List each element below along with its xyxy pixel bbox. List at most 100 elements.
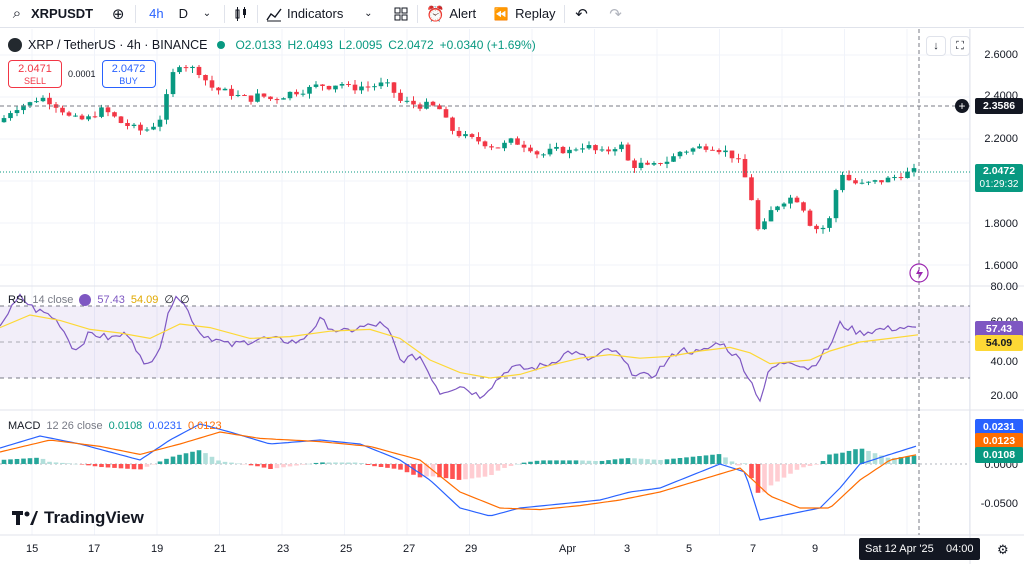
legend-close: C2.0472 <box>388 38 434 52</box>
chart-type-button[interactable] <box>225 0 257 28</box>
legend-change: +0.0340 (+1.69%) <box>439 38 536 52</box>
macd-histogram-bar <box>209 456 215 464</box>
candle-body <box>274 99 280 101</box>
chevron-down-icon[interactable]: ⌄ <box>202 8 212 19</box>
candle-body <box>398 92 403 101</box>
rewind-icon: ⏪ <box>493 6 509 21</box>
rsi-tick: 40.00 <box>990 356 1018 368</box>
candle-body <box>151 126 156 130</box>
macd-histogram-bar <box>261 464 267 468</box>
candle-body <box>606 149 611 152</box>
sell-button[interactable]: 2.0471 SELL <box>8 60 62 88</box>
candle-body <box>320 84 325 86</box>
macd-histogram-bar <box>222 461 228 464</box>
lightning-icon[interactable] <box>909 263 929 283</box>
macd-histogram-bar <box>671 458 676 464</box>
price-tick: 2.2000 <box>984 133 1018 145</box>
candle-body <box>853 180 858 184</box>
macd-histogram-bar <box>521 462 527 464</box>
compare-button[interactable]: ⊕ <box>101 0 135 28</box>
macd-histogram-bar <box>879 455 884 464</box>
macd-histogram-bar <box>183 453 189 464</box>
macd-histogram-bar <box>79 464 85 465</box>
macd-histogram-bar <box>651 459 657 464</box>
legend-title[interactable]: XRP / TetherUS · 4h · BINANCE <box>28 38 208 52</box>
macd-histogram-bar <box>99 464 104 468</box>
candle-body <box>157 119 163 127</box>
price-tick: 2.6000 <box>984 49 1018 61</box>
candle-body <box>424 101 429 109</box>
sell-label: SELL <box>23 76 47 86</box>
rsi-label[interactable]: RSI <box>8 293 27 306</box>
macd-histogram-bar <box>268 464 273 469</box>
macd-histogram-bar <box>73 463 78 465</box>
chart-canvas[interactable] <box>0 29 1024 564</box>
candle-body <box>684 151 689 153</box>
candle-body <box>411 100 416 105</box>
macd-histogram-bar <box>294 464 299 466</box>
candle-body <box>339 84 345 86</box>
replay-label: Replay <box>515 6 556 21</box>
candle-body <box>268 96 273 100</box>
candle-body <box>619 144 624 150</box>
symbol-search[interactable]: ⌕ XRPUSDT <box>0 0 101 28</box>
macd-histogram-bar <box>339 462 345 464</box>
candle-body <box>716 149 722 153</box>
macd-label[interactable]: MACD <box>8 420 41 432</box>
candle-body <box>677 151 683 157</box>
macd-histogram-bar <box>833 453 839 464</box>
gear-icon[interactable]: ⚙ <box>997 542 1009 557</box>
candle-body <box>911 168 917 172</box>
macd-histogram-bar <box>40 458 46 464</box>
macd-line-tag: 0.0231 <box>975 419 1023 435</box>
templates-button[interactable] <box>385 0 417 28</box>
redo-button[interactable]: ↷ <box>599 0 633 28</box>
candle-body <box>645 162 650 165</box>
symbol-name: XRPUSDT <box>31 6 94 21</box>
scroll-to-latest-button[interactable]: ↓ <box>926 36 946 56</box>
time-tick: 19 <box>151 543 164 555</box>
undo-button[interactable]: ↶ <box>565 0 599 28</box>
rsi-tick: 80.00 <box>990 281 1018 293</box>
alert-button[interactable]: ⏰ Alert <box>418 0 484 28</box>
candle-body <box>736 158 741 160</box>
candle-body <box>515 138 520 145</box>
tradingview-logo[interactable]: TradingView <box>12 508 144 528</box>
candle-body <box>703 146 709 150</box>
add-alert-plus-icon[interactable]: + <box>955 99 969 113</box>
macd-histogram-bar <box>307 463 312 465</box>
candle-body <box>170 72 176 95</box>
candle-body <box>554 146 559 149</box>
macd-histogram-bar <box>203 453 208 464</box>
candle-body <box>781 203 787 207</box>
macd-histogram-bar <box>625 458 631 464</box>
candle-body <box>385 82 390 84</box>
candle-body <box>502 142 507 149</box>
interval-d-button[interactable]: D <box>178 6 188 21</box>
indicators-button[interactable]: Indicators <box>258 0 351 28</box>
macd-histogram-bar <box>346 462 351 464</box>
macd-histogram-bar <box>398 464 403 470</box>
rsi-value-tag: 57.43 <box>975 321 1023 337</box>
fullscreen-button[interactable]: ⛶ <box>950 36 970 56</box>
rsi-settings-icon[interactable] <box>79 293 92 306</box>
interval-4h-button[interactable]: 4h <box>149 6 164 21</box>
expand-icon: ⛶ <box>956 39 964 52</box>
time-tick: 9 <box>812 543 819 555</box>
candle-body <box>177 67 182 73</box>
grid-lines <box>0 29 970 535</box>
replay-button[interactable]: ⏪ Replay <box>484 0 563 28</box>
candle-body <box>651 163 657 165</box>
indicators-menu-button[interactable]: ⌄ <box>351 0 385 28</box>
candle-body <box>73 115 78 117</box>
candle-body <box>47 97 52 105</box>
buy-button[interactable]: 2.0472 BUY <box>101 60 156 88</box>
macd-histogram-bar <box>47 461 52 464</box>
macd-histogram-bar <box>164 458 169 464</box>
macd-histogram-bar <box>814 464 819 465</box>
macd-histogram-bar <box>92 464 98 467</box>
macd-histogram-bar <box>710 454 715 464</box>
time-tick: 27 <box>403 543 416 555</box>
rsi-extra-2: ∅ <box>179 294 190 306</box>
macd-histogram-bar <box>840 452 845 464</box>
